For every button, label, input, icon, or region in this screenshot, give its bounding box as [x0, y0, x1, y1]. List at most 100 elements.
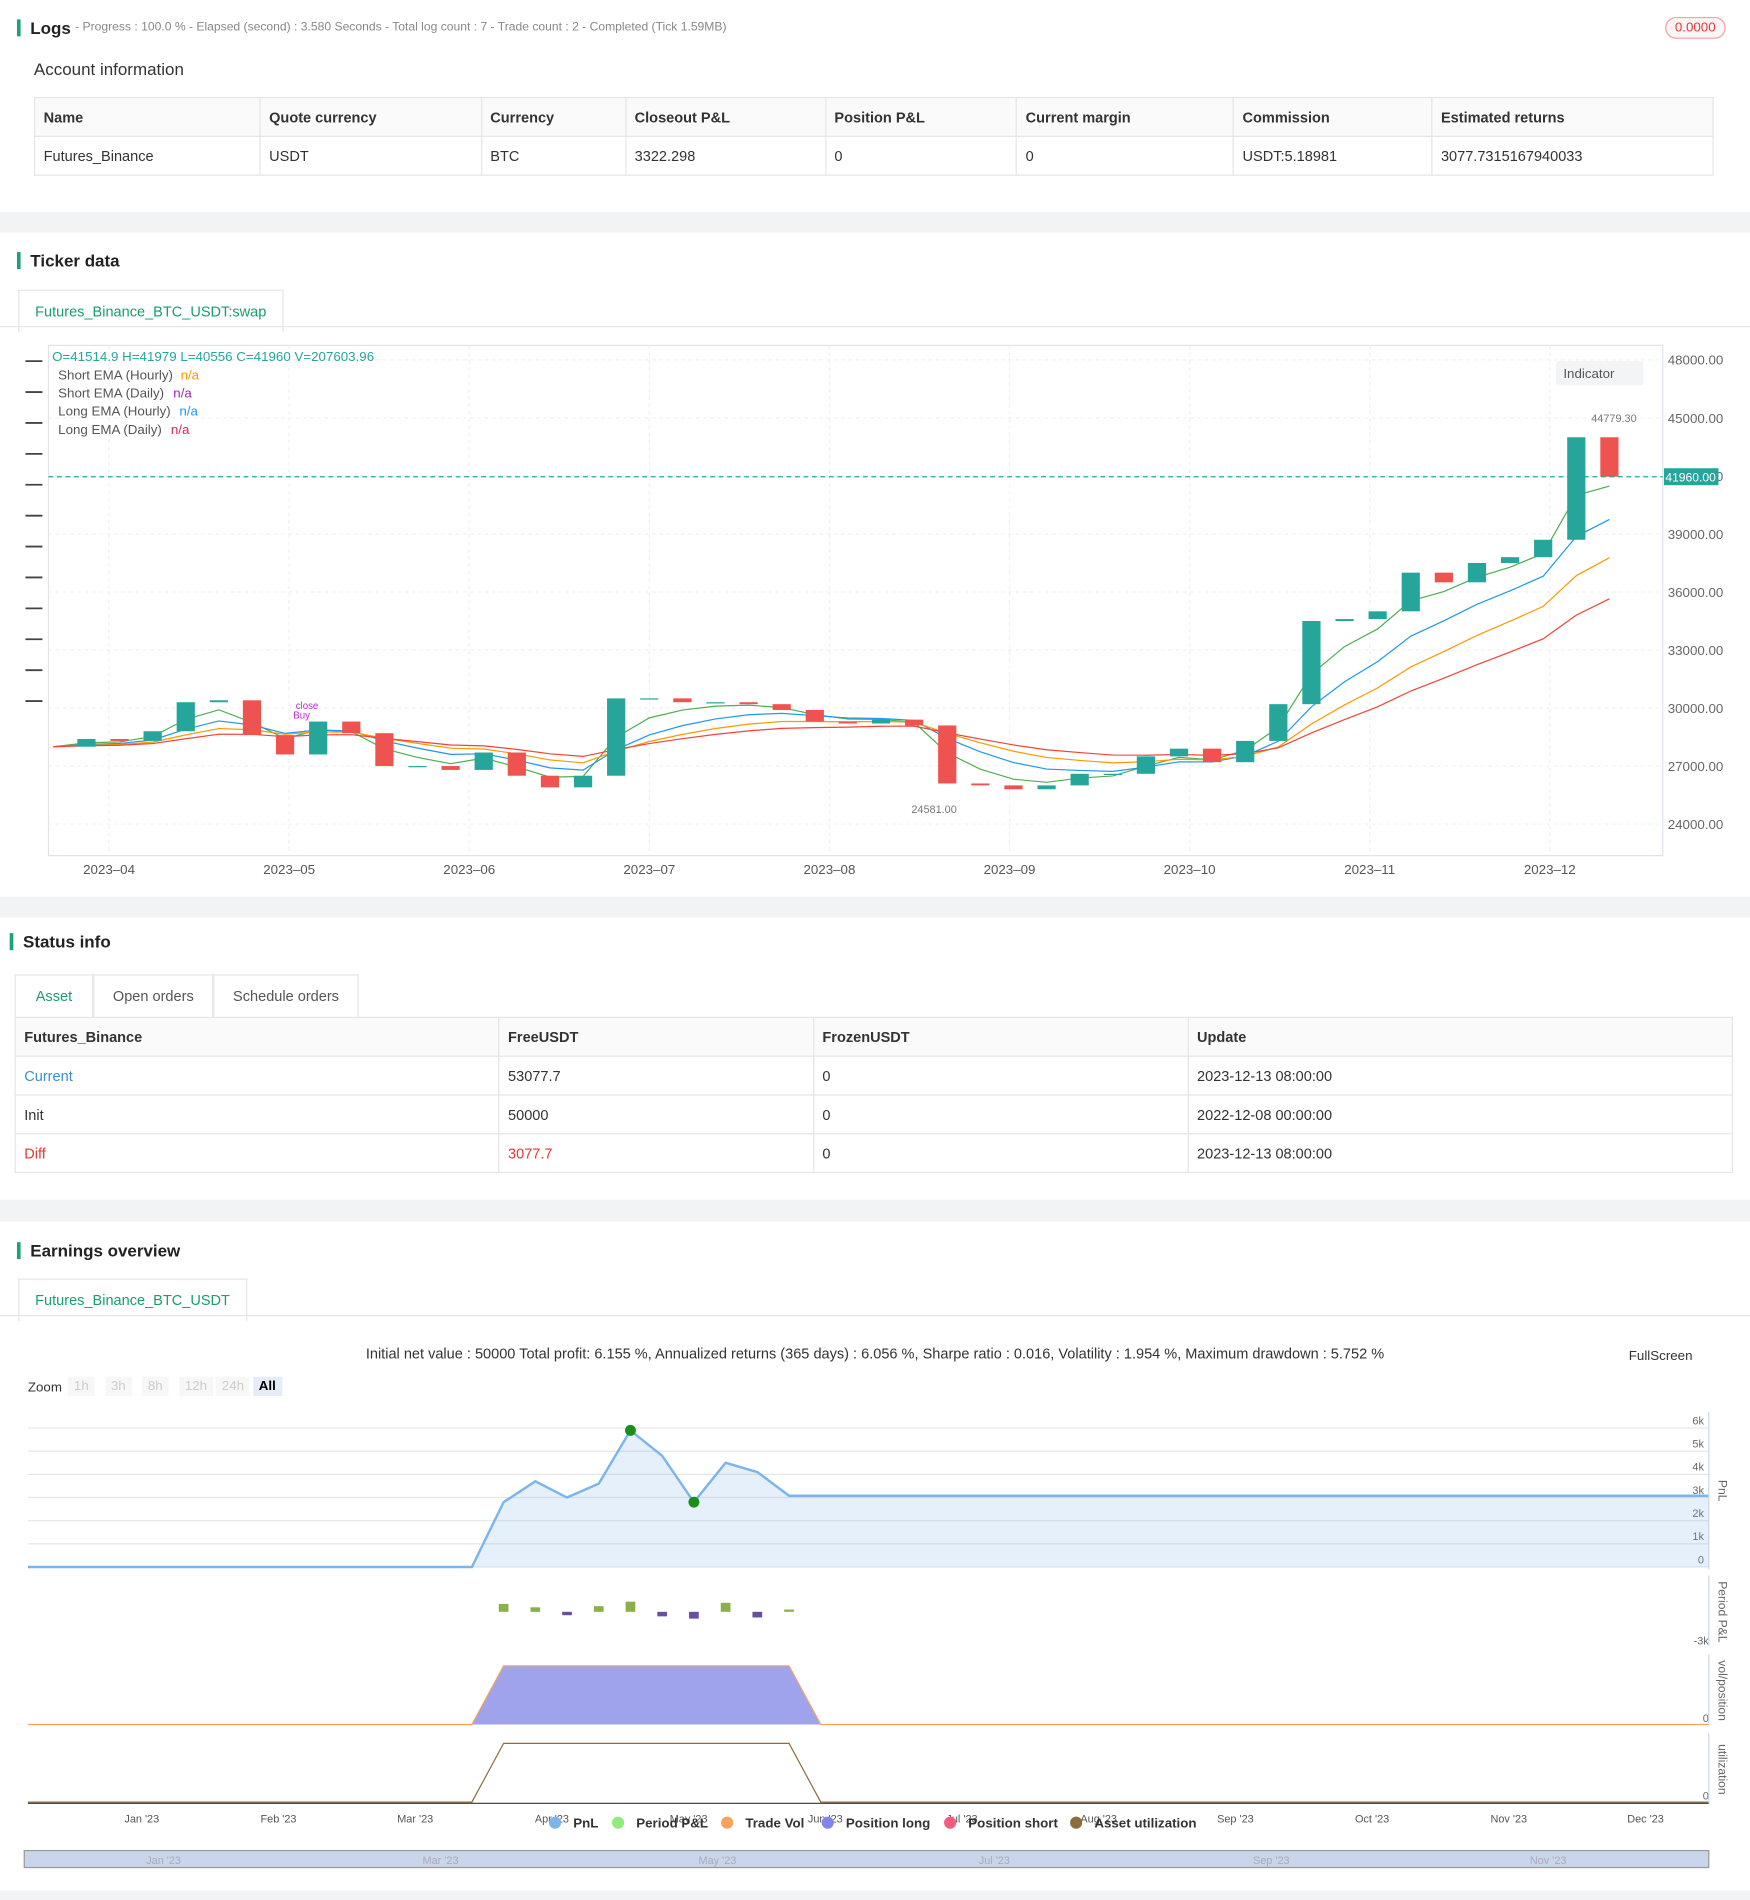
zoom-button[interactable]: 3h — [104, 1376, 132, 1397]
x-tick-label: 2023–12 — [1524, 862, 1576, 877]
zoom-button[interactable]: 24h — [215, 1376, 251, 1397]
candle — [1302, 620, 1321, 705]
period-bar — [689, 1611, 699, 1619]
period-bar — [625, 1601, 636, 1612]
candle — [1136, 756, 1155, 774]
candle — [871, 719, 891, 724]
column-header: Closeout P&L — [624, 96, 826, 137]
y-tick-label: 6k — [1692, 1415, 1704, 1427]
candle — [673, 698, 692, 703]
zoom-button[interactable]: 1h — [67, 1376, 95, 1397]
period-bar — [593, 1606, 604, 1612]
candle — [242, 700, 262, 736]
row: Diff 3077.7 0 2023-12-13 08:00:00 — [14, 1133, 1734, 1174]
candle — [375, 733, 394, 767]
candle — [805, 709, 824, 722]
y-tick-label: 0 — [1698, 1554, 1704, 1566]
y-tick-label: 1k — [1692, 1531, 1704, 1543]
x-tick-label: Aug '23 — [1080, 1814, 1117, 1826]
candle — [1335, 619, 1354, 621]
zero-tick: 0 — [1703, 1713, 1709, 1725]
candle — [739, 702, 758, 705]
period-bar — [657, 1611, 668, 1617]
cell: BTC — [480, 135, 627, 176]
legend-name: Long EMA (Hourly) — [58, 404, 171, 419]
indicator-button[interactable] — [1556, 361, 1644, 386]
last-price-label: 41960.00 — [1665, 471, 1716, 485]
column-header: FreeUSDT — [498, 1016, 814, 1057]
candle — [110, 738, 129, 741]
column-header: Current margin — [1015, 96, 1235, 137]
y-tick-label: 24000.00 — [1668, 817, 1724, 832]
row: Futures_Binance USDT BTC 3322.298 0 0 USDT:5.1… — [33, 135, 1714, 176]
x-tick-label: May '23 — [670, 1814, 708, 1826]
cell: 0 — [812, 1094, 1189, 1135]
column-header: FrozenUSDT — [812, 1016, 1189, 1057]
divider — [0, 326, 1750, 328]
period-tick: -3k — [1694, 1636, 1710, 1648]
ticker-title: Ticker data — [16, 252, 120, 270]
candle — [1434, 572, 1453, 583]
navigator-label: Jul '23 — [979, 1855, 1010, 1867]
cell: USDT:5.18981 — [1232, 135, 1433, 176]
legend-value: n/a — [181, 367, 200, 382]
legend-label[interactable]: Trade Vol — [745, 1816, 804, 1831]
status-tab[interactable]: Open orders — [93, 974, 214, 1017]
navigator-label: Jan '23 — [146, 1855, 181, 1867]
zoom-button[interactable]: 8h — [141, 1376, 169, 1397]
earnings-title: Earnings overview — [16, 1242, 180, 1260]
status-tab[interactable]: Asset — [14, 974, 94, 1017]
candle — [275, 735, 295, 755]
candle — [838, 721, 858, 724]
marker-buy: Buy — [293, 711, 310, 722]
legend-label[interactable]: Asset utilization — [1094, 1816, 1196, 1831]
candle — [507, 752, 526, 776]
cell: 0 — [812, 1055, 1189, 1096]
zoom-button[interactable]: 12h — [178, 1376, 214, 1397]
earnings-tab[interactable]: Futures_Binance_BTC_USDT — [18, 1278, 247, 1321]
cell: 0 — [1015, 135, 1235, 176]
axis-label: utilization — [1715, 1744, 1729, 1794]
period-bar — [784, 1609, 794, 1612]
column-header: Update — [1187, 1016, 1734, 1057]
cell: 3077.7315167940033 — [1431, 135, 1714, 176]
zoom-button[interactable]: All — [252, 1376, 282, 1397]
legend-label[interactable]: Position long — [846, 1816, 930, 1831]
divider — [0, 1314, 1750, 1317]
candle — [971, 783, 990, 786]
ticker-tab[interactable]: Futures_Binance_BTC_USDT:swap — [18, 289, 284, 333]
candle — [1534, 539, 1553, 558]
x-tick-label: Oct '23 — [1355, 1814, 1389, 1826]
axis-label: PnL — [1715, 1480, 1729, 1502]
column-header: Currency — [480, 96, 627, 137]
candle — [1070, 773, 1089, 786]
x-tick-label: 2023–11 — [1344, 862, 1395, 877]
legend-value: n/a — [179, 404, 198, 419]
x-tick-label: Mar '23 — [397, 1814, 433, 1826]
cell: USDT — [259, 135, 482, 176]
column-header: Futures_Binance — [14, 1016, 500, 1057]
peak-marker — [625, 1424, 636, 1436]
candle — [640, 698, 659, 700]
column-header: Quote currency — [259, 96, 482, 137]
legend-value: n/a — [171, 422, 190, 437]
fullscreen[interactable]: FullScreen — [1628, 1348, 1693, 1364]
status-tab[interactable]: Schedule orders — [213, 974, 359, 1017]
status-table: Futures_Binance FreeUSDT FrozenUSDT Update C… — [14, 1016, 1734, 1174]
legend-symbol — [1070, 1816, 1083, 1829]
candle — [209, 700, 228, 703]
legend-label[interactable]: Position short — [968, 1816, 1058, 1831]
x-tick-label: Sep '23 — [1217, 1814, 1254, 1826]
legend-label[interactable]: Period P&L — [636, 1816, 708, 1831]
y-tick-label: 36000.00 — [1668, 585, 1724, 600]
x-tick-label: 2023–05 — [263, 862, 315, 877]
x-tick-label: Dec '23 — [1627, 1814, 1664, 1826]
band-line — [27, 1665, 1709, 1726]
legend-label[interactable]: PnL — [573, 1816, 598, 1831]
zero-tick: 0 — [1703, 1791, 1709, 1803]
candle — [1500, 557, 1520, 563]
column-header: Position P&L — [824, 96, 1018, 137]
period-bar — [562, 1611, 572, 1616]
cell: Futures_Binance — [33, 135, 261, 176]
